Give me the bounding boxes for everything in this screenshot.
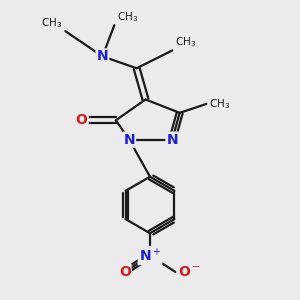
Text: N: N xyxy=(97,50,108,63)
Text: CH$_3$: CH$_3$ xyxy=(175,35,196,49)
Text: N$^+$: N$^+$ xyxy=(139,247,161,264)
Text: CH$_3$: CH$_3$ xyxy=(209,97,231,111)
Text: N: N xyxy=(123,133,135,147)
Text: O: O xyxy=(119,265,131,279)
Text: CH$_3$: CH$_3$ xyxy=(41,16,62,30)
Text: N: N xyxy=(167,133,178,147)
Text: CH$_3$: CH$_3$ xyxy=(117,10,139,24)
Text: O: O xyxy=(76,113,88,127)
Text: O$^-$: O$^-$ xyxy=(178,265,201,279)
